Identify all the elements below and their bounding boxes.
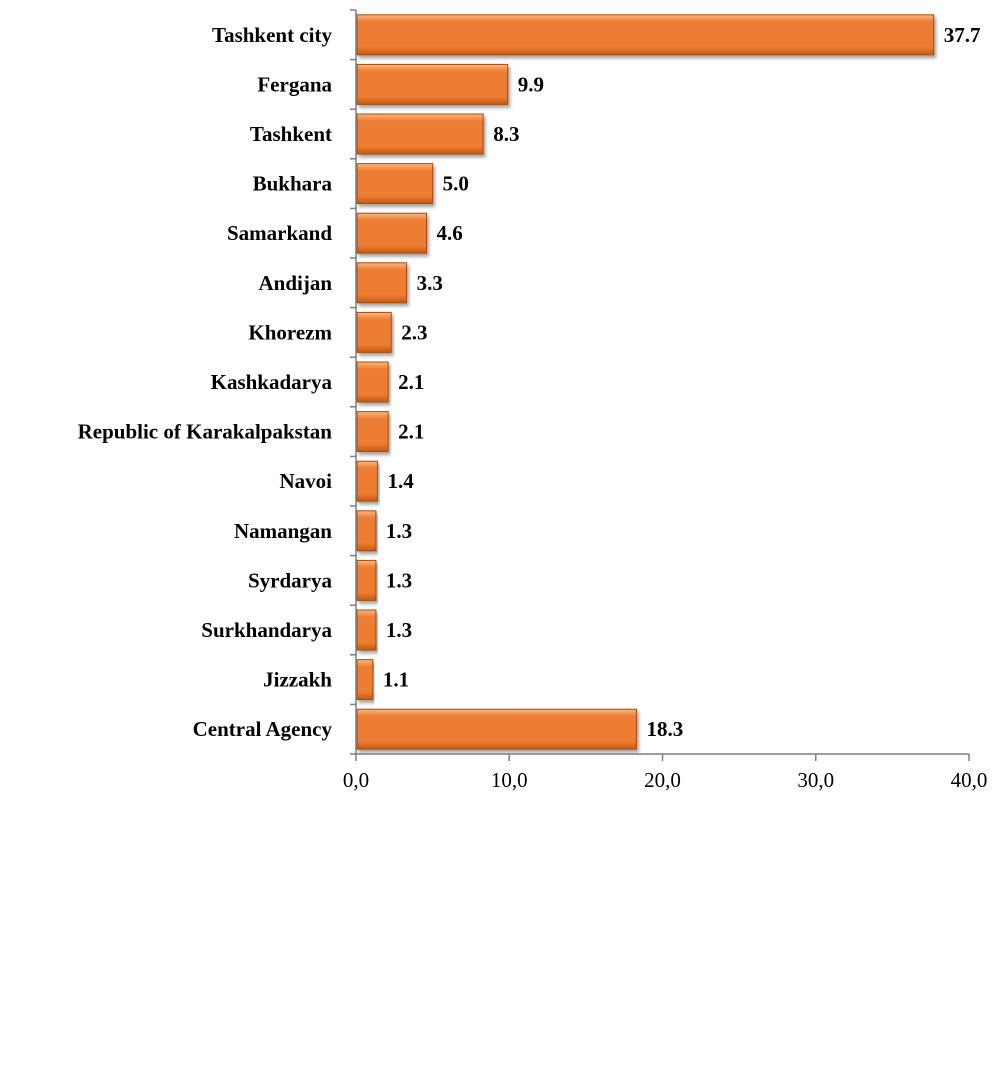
category-label: Andijan bbox=[258, 271, 332, 295]
category-label: Republic of Karakalpakstan bbox=[78, 420, 333, 444]
category-label: Kashkadarya bbox=[211, 370, 333, 394]
bar-2 bbox=[356, 63, 509, 105]
value-label: 9.9 bbox=[518, 72, 544, 96]
value-label: 1.3 bbox=[386, 618, 412, 642]
bar-12 bbox=[356, 559, 377, 601]
category-label: Namangan bbox=[234, 519, 332, 543]
category-label: Tashkent bbox=[250, 122, 332, 146]
value-label: 8.3 bbox=[493, 122, 519, 146]
bar-14 bbox=[356, 659, 374, 701]
bar-3 bbox=[356, 113, 484, 155]
category-label: Bukhara bbox=[253, 172, 333, 196]
bar-5 bbox=[356, 212, 427, 254]
bar-1 bbox=[356, 14, 935, 56]
value-label: 1.3 bbox=[386, 568, 412, 592]
category-label: Navoi bbox=[280, 469, 333, 493]
value-label: 2.1 bbox=[398, 420, 424, 444]
category-label: Central Agency bbox=[193, 717, 333, 741]
bar-15 bbox=[356, 708, 637, 750]
bar-13 bbox=[356, 609, 377, 651]
category-label: Syrdarya bbox=[248, 568, 333, 592]
value-label: 1.4 bbox=[387, 469, 414, 493]
x-tick-label: 30,0 bbox=[797, 768, 834, 792]
value-label: 3.3 bbox=[417, 271, 443, 295]
category-label: Jizzakh bbox=[263, 668, 332, 692]
category-label: Fergana bbox=[257, 72, 332, 96]
value-label: 1.1 bbox=[383, 668, 409, 692]
bar-4 bbox=[356, 163, 434, 205]
x-tick-label: 0,0 bbox=[343, 768, 369, 792]
category-label: Samarkand bbox=[227, 221, 332, 245]
value-label: 1.3 bbox=[386, 519, 412, 543]
value-label: 18.3 bbox=[646, 717, 683, 741]
value-label: 2.3 bbox=[401, 320, 427, 344]
x-tick-label: 40,0 bbox=[951, 768, 988, 792]
value-label: 37.7 bbox=[944, 23, 981, 47]
category-label: Khorezm bbox=[248, 320, 332, 344]
bar-9 bbox=[356, 411, 389, 453]
bar-8 bbox=[356, 361, 389, 403]
x-tick-label: 20,0 bbox=[644, 768, 681, 792]
bar-10 bbox=[356, 460, 378, 502]
bar-11 bbox=[356, 510, 377, 552]
value-label: 4.6 bbox=[436, 221, 462, 245]
bar-6 bbox=[356, 262, 408, 304]
x-tick-label: 10,0 bbox=[491, 768, 528, 792]
value-label: 5.0 bbox=[443, 172, 469, 196]
value-label: 2.1 bbox=[398, 370, 424, 394]
bar-7 bbox=[356, 311, 392, 353]
category-label: Surkhandarya bbox=[201, 618, 332, 642]
category-label: Tashkent city bbox=[212, 23, 333, 47]
